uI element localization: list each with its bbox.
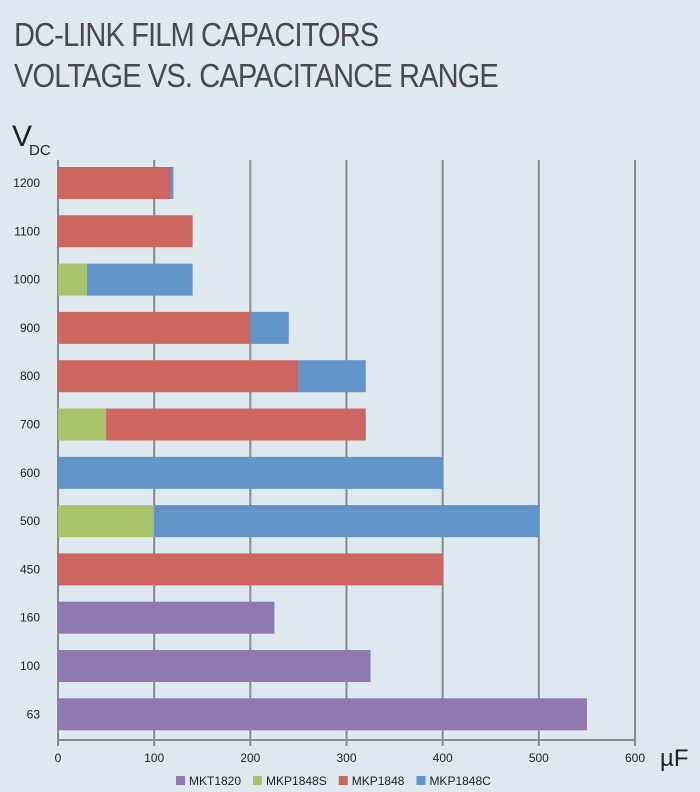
bar-mkp1848c-800 [298, 360, 366, 393]
bar-mkp1848-1200 [58, 167, 171, 199]
bar-mkt1820-63 [58, 698, 587, 731]
y-tick-label: 900 [20, 321, 40, 335]
y-tick-label: 160 [20, 611, 40, 625]
bar-mkp1848c-600 [58, 456, 443, 489]
legend-swatch-mkp1848c [416, 776, 426, 785]
legend-label-mkt1820: MKT1820 [189, 774, 241, 788]
y-tick-label: 500 [20, 514, 40, 528]
legend-label-mkp1848s: MKP1848S [266, 774, 327, 788]
bar-mkp1848c-1000 [86, 263, 193, 296]
y-tick-label: 63 [27, 707, 41, 721]
bar-mkt1820-100 [58, 650, 371, 682]
bar-mkp1848c-1200 [170, 167, 174, 199]
x-axis-label: µF [660, 745, 689, 772]
legend-label-mkp1848c: MKP1848C [429, 774, 491, 788]
y-tick-label: 1000 [13, 273, 40, 287]
y-axis-label-subscript: DC [29, 142, 51, 159]
x-tick-label: 400 [433, 751, 453, 765]
y-axis-label: V [12, 120, 32, 153]
x-tick-label: 300 [336, 751, 356, 765]
bar-mkp1848c-500 [154, 505, 539, 538]
bar-mkp1848-1100 [58, 215, 193, 248]
legend-swatch-mkp1848s [253, 776, 263, 785]
x-tick-label: 0 [55, 751, 62, 765]
bar-mkp1848s-700 [58, 408, 107, 441]
bar-mkt1820-160 [58, 601, 275, 634]
bar-mkp1848-700 [106, 408, 366, 441]
y-tick-label: 800 [20, 369, 40, 383]
x-tick-label: 200 [240, 751, 260, 765]
y-tick-label: 700 [20, 418, 40, 432]
chart-subtitle: VOLTAGE VS. CAPACITANCE RANGE [14, 57, 499, 94]
chart-title: DC-LINK FILM CAPACITORS [14, 16, 379, 53]
bar-mkp1848s-1000 [58, 263, 87, 296]
x-tick-label: 500 [529, 751, 549, 765]
bar-mkp1848-450 [58, 553, 443, 586]
legend-swatch-mkp1848 [338, 776, 348, 785]
y-tick-label: 1200 [13, 176, 40, 190]
y-tick-label: 1100 [14, 224, 40, 238]
y-tick-label: 450 [20, 562, 40, 576]
legend-label-mkp1848: MKP1848 [352, 774, 405, 788]
bar-mkp1848-900 [58, 311, 251, 344]
bar-mkp1848-800 [58, 360, 299, 393]
y-tick-label: 600 [20, 466, 40, 480]
y-tick-label: 100 [20, 659, 40, 673]
bar-mkp1848c-900 [250, 311, 289, 344]
x-tick-label: 100 [144, 751, 164, 765]
x-tick-label: 600 [625, 751, 645, 765]
bar-mkp1848s-500 [58, 505, 155, 538]
legend-swatch-mkt1820 [176, 776, 185, 785]
